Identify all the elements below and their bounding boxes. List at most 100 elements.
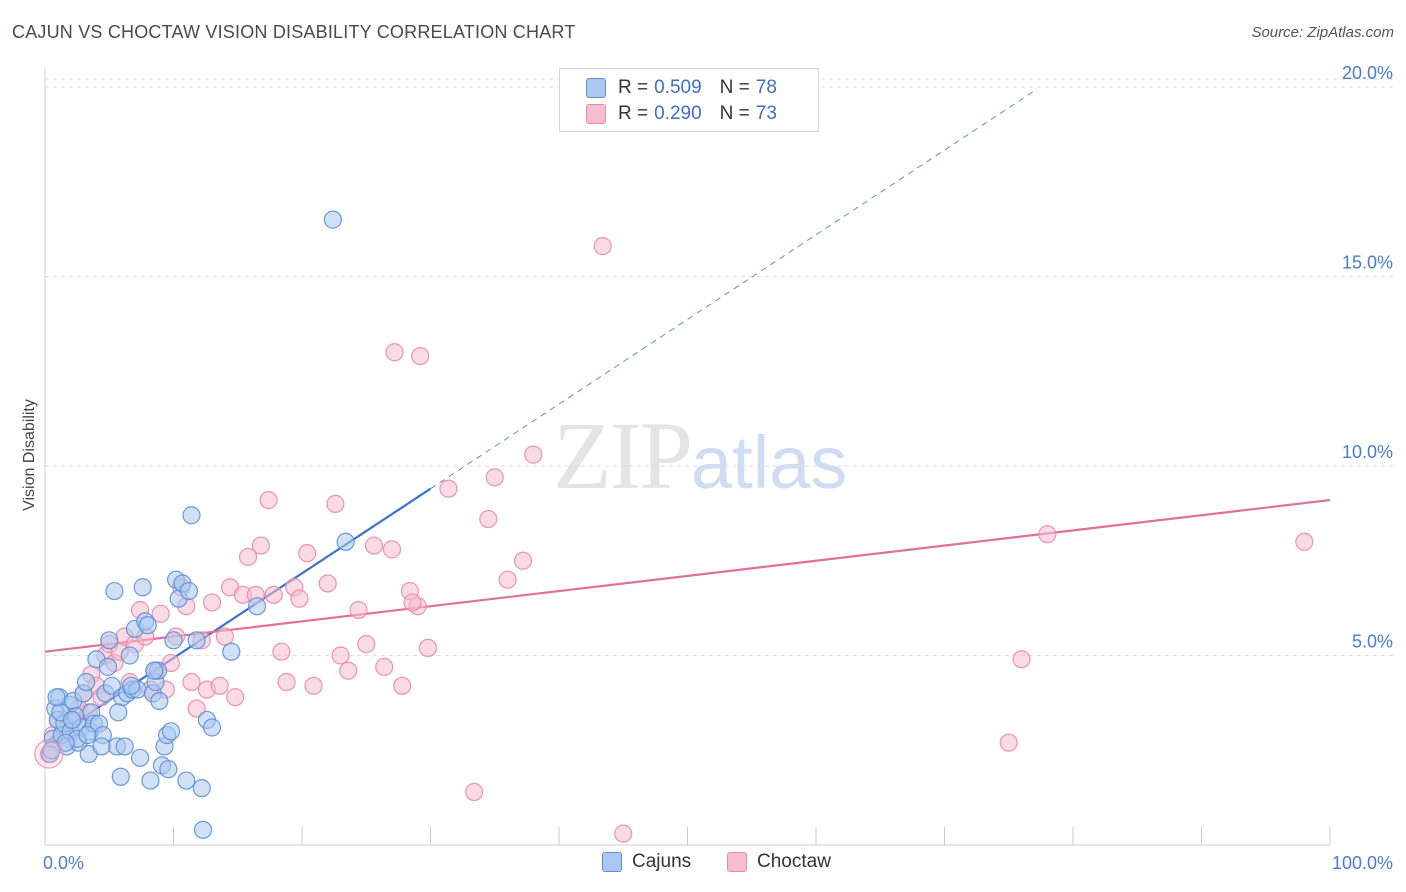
choctaw-point	[513, 551, 533, 570]
legend-r-value: 0.290	[654, 103, 702, 124]
bottom-legend-choctaw: Choctaw	[727, 851, 831, 873]
cajuns-point	[42, 741, 61, 760]
choctaw-point	[382, 540, 402, 559]
tick-labels: 5.0% 10.0% 15.0% 20.0% 0.0% 100.0%	[43, 63, 1393, 873]
cajuns-point	[161, 722, 181, 741]
bottom-legend-cajuns: Cajuns	[602, 851, 691, 873]
x-tick-label: 100.0%	[1332, 853, 1393, 873]
choctaw-point	[364, 536, 384, 555]
cajuns-point	[179, 581, 199, 601]
choctaw-point	[485, 468, 504, 487]
cajuns-point	[47, 688, 66, 707]
bottom-legend-swatch-cajuns	[602, 852, 622, 872]
choctaw-point	[524, 445, 543, 464]
cajuns-point	[247, 597, 267, 616]
cajuns-point	[111, 767, 130, 786]
choctaw-point	[349, 600, 368, 620]
data-points	[34, 210, 1314, 843]
choctaw-trend-line	[44, 498, 1331, 653]
choctaw-point	[357, 635, 376, 654]
choctaw-point	[187, 699, 206, 718]
x-tick-label: 0.0%	[43, 853, 84, 873]
cajuns-point	[92, 737, 111, 756]
choctaw-point	[202, 593, 222, 612]
choctaw-point	[259, 490, 278, 510]
cajuns-point	[78, 725, 97, 745]
choctaw-point	[264, 585, 283, 604]
choctaw-point	[238, 547, 258, 567]
cajuns-point	[102, 676, 121, 695]
cajuns-point	[141, 771, 160, 790]
choctaw-point	[215, 627, 234, 646]
axes	[44, 68, 1331, 846]
choctaw-point	[479, 509, 498, 529]
choctaw-point	[151, 604, 170, 623]
legend-row-cajuns: R = 0.509 N = 78	[586, 76, 777, 100]
choctaw-point	[614, 824, 633, 843]
choctaw-point	[498, 570, 517, 589]
cajuns-point	[77, 672, 96, 692]
legend-swatch-choctaw	[586, 104, 606, 124]
choctaw-point	[403, 593, 422, 612]
choctaw-point	[593, 237, 612, 256]
choctaw-point	[385, 343, 404, 362]
watermark: ZIPatlas	[553, 400, 847, 511]
choctaw-point	[298, 544, 317, 563]
trend-lines	[44, 90, 1331, 744]
legend-r-label: R =	[618, 103, 649, 124]
cajuns-point	[177, 771, 196, 790]
choctaw-point	[226, 688, 245, 707]
choctaw-point	[375, 657, 394, 676]
choctaw-point	[277, 672, 296, 692]
choctaw-point	[326, 494, 345, 513]
cajuns-point	[130, 748, 150, 767]
cajuns-point	[222, 642, 241, 661]
cajuns-point	[105, 581, 124, 601]
legend-r-label: R =	[618, 77, 649, 98]
cajuns-point	[182, 506, 201, 525]
choctaw-point	[290, 589, 309, 608]
bottom-legend-label: Cajuns	[632, 851, 692, 872]
choctaw-point	[999, 733, 1018, 752]
choctaw-point	[1038, 525, 1057, 544]
legend-n-label: N =	[719, 77, 750, 98]
choctaw-point	[304, 676, 323, 695]
choctaw-point	[34, 739, 64, 769]
bottom-legend: Cajuns Choctaw	[0, 851, 1406, 877]
chart-title: CAJUN VS CHOCTAW VISION DISABILITY CORRE…	[12, 22, 576, 42]
cajuns-point	[323, 210, 342, 229]
y-axis-label: Vision Disability	[21, 399, 38, 511]
choctaw-point	[393, 676, 412, 695]
y-tick-label: 15.0%	[1342, 252, 1393, 272]
choctaw-point	[439, 479, 458, 498]
choctaw-point	[331, 646, 350, 665]
bottom-legend-swatch-choctaw	[727, 852, 747, 872]
bottom-legend-label: Choctaw	[757, 851, 831, 872]
cajuns-point	[115, 737, 134, 756]
cajuns-point	[150, 691, 169, 711]
cajuns-point	[192, 779, 211, 798]
cajuns-trend-extension	[430, 90, 1035, 490]
cajuns-point	[109, 703, 128, 722]
choctaw-point	[272, 642, 291, 661]
source-label: Source: ZipAtlas.com	[1251, 24, 1394, 41]
watermark-zip: ZIP	[553, 402, 693, 509]
grid	[45, 78, 1395, 656]
cajuns-point	[120, 646, 139, 665]
legend-swatch-cajuns	[586, 78, 606, 98]
cajuns-point	[159, 760, 178, 779]
choctaw-point	[1295, 532, 1314, 551]
cajuns-point	[193, 820, 213, 839]
choctaw-point	[182, 672, 201, 692]
legend-n-value: 73	[755, 103, 777, 124]
cajuns-point	[138, 616, 157, 635]
choctaw-point	[411, 346, 430, 366]
y-tick-label: 10.0%	[1342, 442, 1393, 462]
choctaw-point	[1012, 650, 1031, 669]
cajuns-point	[100, 631, 119, 650]
legend-r-value: 0.509	[654, 77, 702, 98]
legend-row-choctaw: R = 0.290 N = 73	[586, 102, 777, 126]
choctaw-point	[465, 782, 484, 802]
choctaw-point	[318, 574, 337, 593]
